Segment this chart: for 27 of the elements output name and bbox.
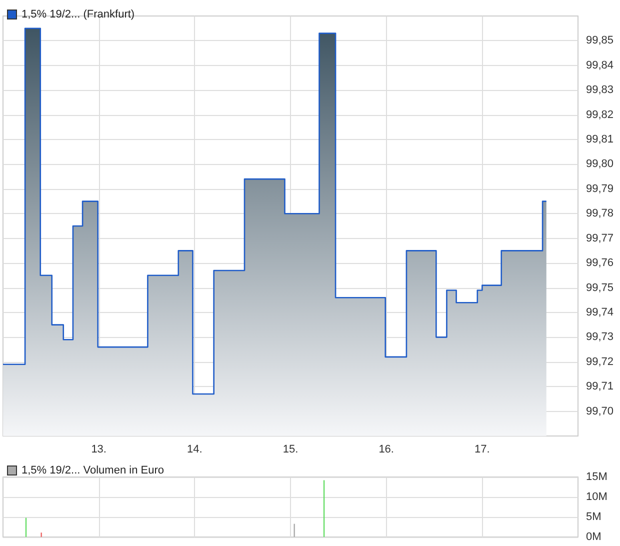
y-tick-label: 99,76	[586, 257, 614, 270]
y-tick-label: 99,83	[586, 84, 614, 96]
y-tick-label: 99,73	[586, 331, 614, 344]
legend-label: 1,5% 19/2... Volumen in Euro	[22, 464, 164, 476]
x-tick-label: 16.	[378, 444, 394, 456]
y-tick-label: 99,79	[586, 182, 614, 195]
y-tick-label: 99,77	[586, 232, 614, 244]
y-tick-label: 99,78	[586, 208, 614, 220]
y-tick-label: 99,80	[586, 158, 614, 170]
y-tick-label: 99,81	[586, 134, 614, 146]
x-tick-label: 14.	[187, 444, 202, 456]
x-tick-label: 13.	[91, 444, 106, 456]
y-tick-label: 99,84	[586, 59, 614, 72]
y-tick-label: 5M	[586, 511, 602, 523]
y-tick-label: 99,75	[586, 282, 614, 294]
y-tick-label: 99,82	[586, 108, 614, 121]
legend-label: 1,5% 19/2... (Frankfurt)	[22, 8, 135, 20]
y-tick-label: 99,74	[586, 306, 614, 318]
y-tick-label: 99,70	[586, 405, 614, 418]
y-tick-label: 10M	[586, 491, 608, 503]
y-tick-label: 99,71	[586, 380, 614, 393]
x-tick-label: 17.	[474, 444, 490, 456]
x-tick-label: 15.	[282, 444, 298, 456]
y-tick-label: 15M	[586, 471, 608, 483]
y-tick-label: 99,85	[586, 34, 614, 47]
y-tick-label: 0M	[586, 531, 602, 543]
y-tick-label: 99,72	[586, 356, 614, 368]
